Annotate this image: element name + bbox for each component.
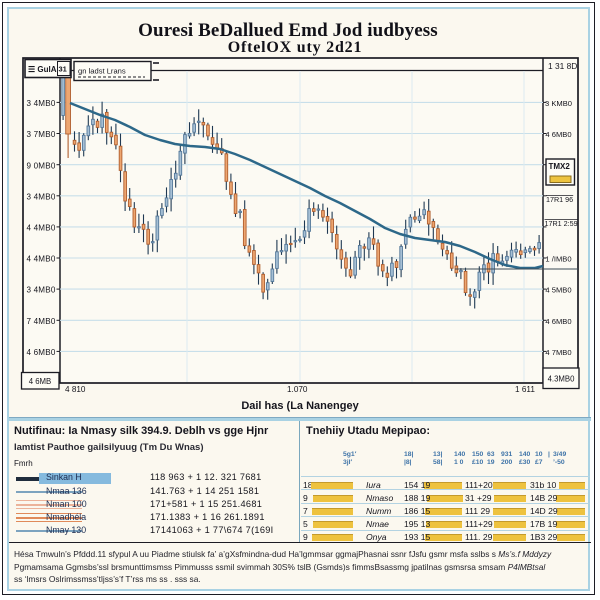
- svg-text:☰ GulA: ☰ GulA: [28, 65, 57, 74]
- svg-text:9 0MB0: 9 0MB0: [26, 161, 55, 170]
- svg-text:17R1 96: 17R1 96: [546, 195, 573, 204]
- svg-text:31: 31: [59, 65, 67, 74]
- svg-text:3 7MB0: 3 7MB0: [26, 130, 55, 139]
- svg-text:4.3MB0: 4.3MB0: [548, 375, 576, 384]
- svg-text:3 KMB0: 3 KMB0: [545, 99, 572, 108]
- svg-text:4 7MB0: 4 7MB0: [545, 348, 571, 357]
- svg-text:4 6MB0: 4 6MB0: [545, 317, 571, 326]
- svg-text:4 4MB0: 4 4MB0: [26, 224, 55, 233]
- svg-text:Dail has (La Nanengey: Dail has (La Nanengey: [241, 400, 359, 412]
- svg-text:1 /IMB0: 1 /IMB0: [545, 255, 571, 264]
- svg-text:4 6MB0: 4 6MB0: [545, 130, 571, 139]
- svg-text:7 4MB0: 7 4MB0: [26, 317, 55, 326]
- svg-text:gn ladst Lrans: gn ladst Lrans: [78, 67, 126, 76]
- svg-text:1 31 8D: 1 31 8D: [548, 61, 577, 71]
- svg-text:4 6MB0: 4 6MB0: [26, 348, 55, 357]
- svg-text:3 4MB0: 3 4MB0: [26, 286, 55, 295]
- svg-text:17R1 2:59: 17R1 2:59: [545, 219, 578, 228]
- svg-text:1 611: 1 611: [515, 385, 535, 394]
- svg-text:4 4MB0: 4 4MB0: [26, 255, 55, 264]
- svg-text:4 6MB: 4 6MB: [29, 377, 52, 386]
- svg-text:TMX2: TMX2: [549, 162, 571, 171]
- svg-text:3 4MB0: 3 4MB0: [26, 192, 55, 201]
- svg-text:4 5MB0: 4 5MB0: [545, 286, 571, 295]
- svg-text:4 810: 4 810: [65, 385, 86, 394]
- svg-text:3 4MB0: 3 4MB0: [26, 99, 55, 108]
- svg-text:1.070: 1.070: [287, 385, 308, 394]
